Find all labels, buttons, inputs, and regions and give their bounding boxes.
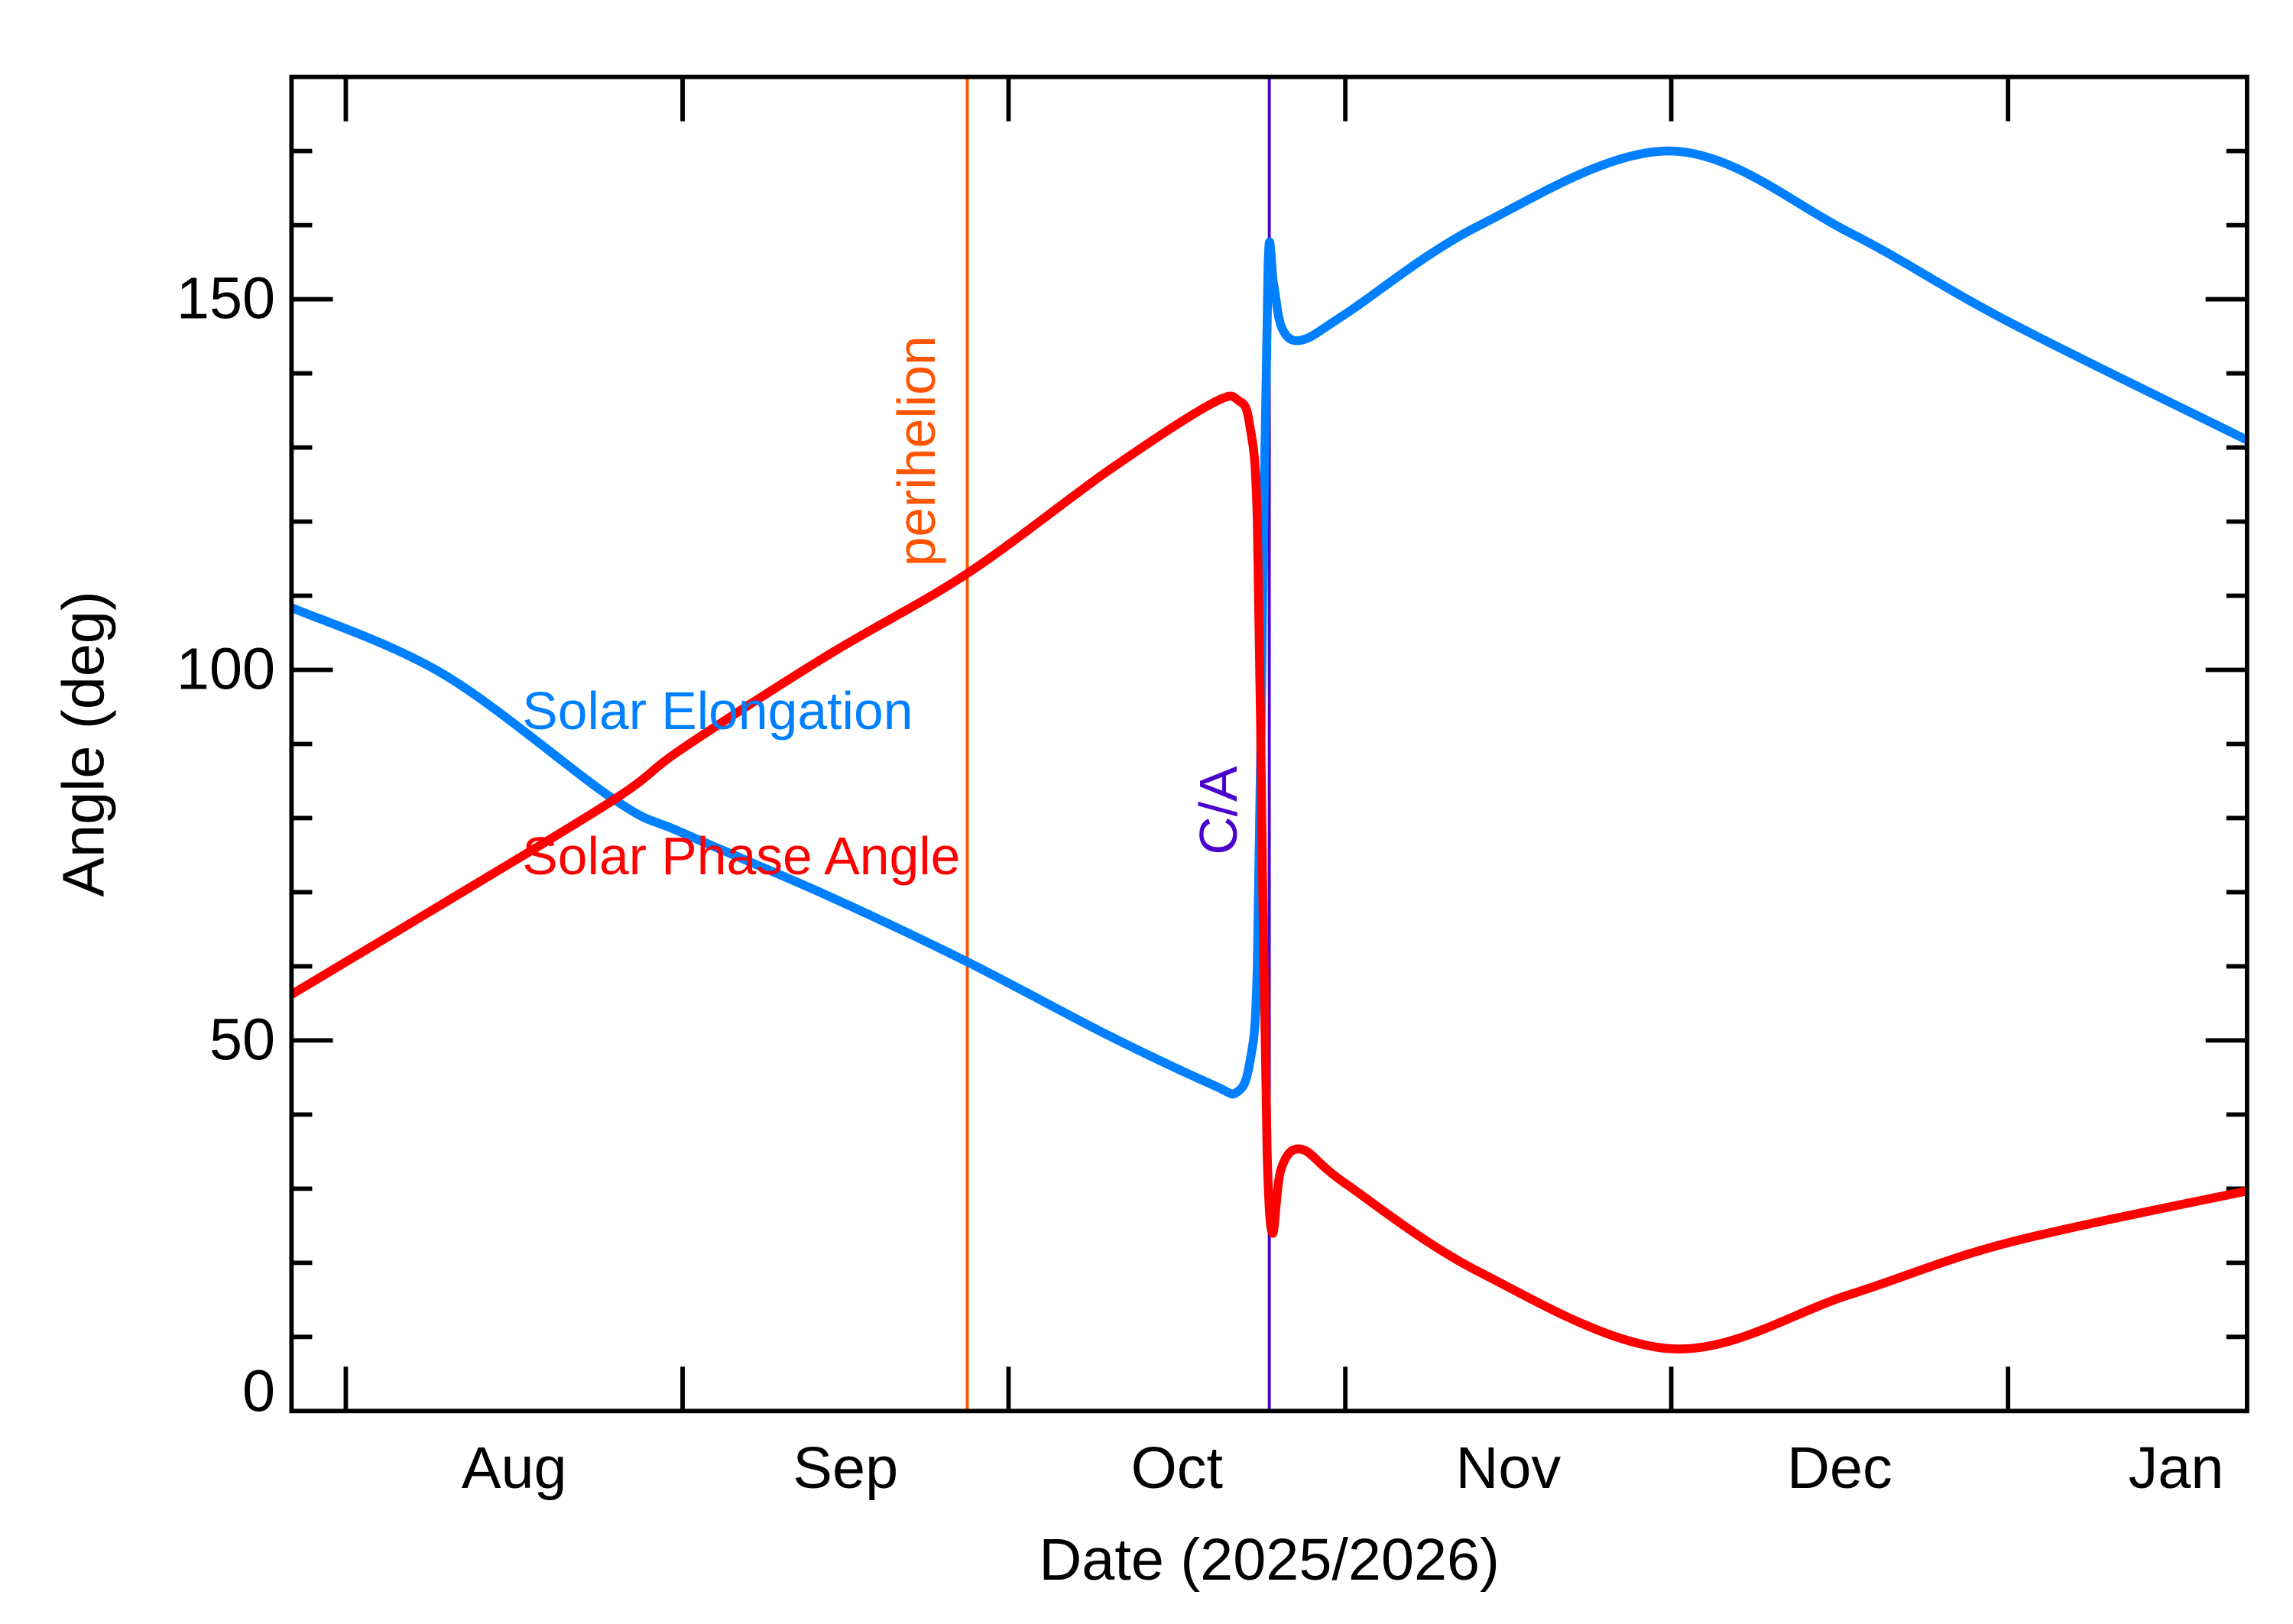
y-tick-label: 100 — [177, 637, 275, 702]
plot-frame — [289, 74, 2249, 1414]
annotation-label-perihelion: perihelion — [887, 335, 946, 566]
y-tick-labels: 0 50 100 150 — [177, 266, 275, 1425]
y-tick-label: 50 — [209, 1007, 275, 1073]
annotation-label-closest-approach: C/A — [1189, 766, 1248, 855]
x-tick-label-sep: Sep — [793, 1435, 898, 1501]
x-axis-label: Date (2025/2026) — [1039, 1527, 1499, 1593]
x-tick-labels: Aug Sep Oct Nov Dec Jan — [462, 1435, 2224, 1501]
x-tick-label-dec: Dec — [1787, 1435, 1892, 1501]
legend-solar-phase-angle: Solar Phase Angle — [522, 826, 960, 886]
legend-solar-elongation: Solar Elongation — [522, 681, 913, 741]
y-tick-label: 0 — [242, 1358, 275, 1424]
y-tick-label: 150 — [177, 266, 275, 332]
y-axis-label: Angle (deg) — [51, 591, 117, 896]
x-tick-label-nov: Nov — [1456, 1435, 1562, 1501]
x-tick-label-jan: Jan — [2129, 1435, 2224, 1501]
series-line-solar-phase-angle — [289, 391, 2249, 1353]
x-tick-label-oct: Oct — [1131, 1435, 1223, 1501]
x-tick-label-aug: Aug — [462, 1435, 567, 1501]
annotations: perihelion C/A — [887, 76, 1271, 1412]
series-lines — [289, 146, 2249, 1353]
